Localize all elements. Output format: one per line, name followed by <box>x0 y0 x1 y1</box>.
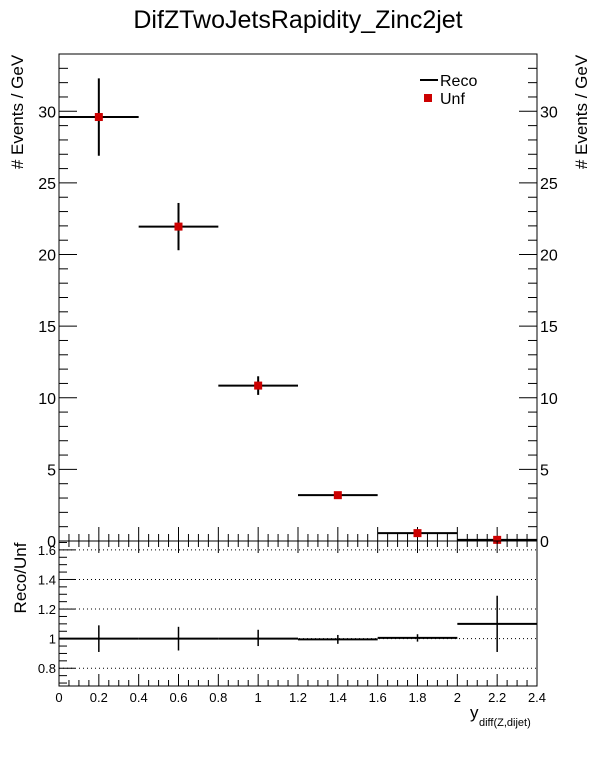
legend-background <box>416 66 490 110</box>
unf-marker <box>333 491 342 500</box>
unf-marker <box>174 222 183 231</box>
unf-marker <box>413 529 422 538</box>
y-tick-label: 20 <box>38 248 56 265</box>
x-tick-label: 0.6 <box>169 690 187 705</box>
ratio-y-tick-label: 1.4 <box>38 572 56 587</box>
x-tick-label: 1.8 <box>408 690 426 705</box>
top-points <box>59 78 537 544</box>
y-tick-label-right: 25 <box>540 176 558 193</box>
x-axis-label-subscript: diff(Z,dijet) <box>479 717 531 729</box>
ratio-y-tick-label: 1.6 <box>38 543 56 558</box>
x-tick-label: 1.2 <box>289 690 307 705</box>
ratio-y-axis-label: Reco/Unf <box>11 542 30 613</box>
x-axis-label: y <box>470 703 479 722</box>
ratio-y-tick-label: 1 <box>49 632 56 647</box>
y-tick-label: 5 <box>47 462 56 479</box>
x-tick-label: 0.8 <box>209 690 227 705</box>
y-axis-label-right: # Events / GeV <box>572 54 591 169</box>
x-tick-label: 2.4 <box>528 690 546 705</box>
y-tick-label: 10 <box>38 391 56 408</box>
y-tick-label: 25 <box>38 176 56 193</box>
x-tick-label: 0 <box>55 690 62 705</box>
x-tick-label: 0.4 <box>130 690 148 705</box>
ratio-y-tick-label: 0.8 <box>38 661 56 676</box>
top-ticks: 0 0 5 5 10 10 15 15 20 20 25 25 30 30 <box>38 53 558 551</box>
x-tick-label: 1.4 <box>329 690 347 705</box>
chart-title: DifZTwoJetsRapidity_Zinc2jet <box>133 6 462 34</box>
x-tick-label: 0.2 <box>90 690 108 705</box>
unf-marker <box>254 381 263 390</box>
y-tick-label-right: 15 <box>540 319 558 336</box>
legend-label-reco: Reco <box>440 73 477 90</box>
legend-marker-unf <box>424 94 432 102</box>
legend: Reco Unf <box>416 66 490 110</box>
y-axis-label-left: # Events / GeV <box>8 54 27 169</box>
x-tick-label: 2 <box>454 690 461 705</box>
unf-marker <box>493 535 502 544</box>
y-tick-label-right: 10 <box>540 391 558 408</box>
bottom-panel: 0.8 1 1.2 1.4 1.6 0 0.2 0.4 0.6 0.8 1 1.2 1.4 1.6 1.8 2… <box>11 540 546 729</box>
x-tick-label: 1.6 <box>369 690 387 705</box>
y-tick-label-right: 30 <box>540 104 558 121</box>
x-tick-label: 2.2 <box>488 690 506 705</box>
y-tick-label: 30 <box>38 104 56 121</box>
x-tick-label: 1 <box>255 690 262 705</box>
legend-label-unf: Unf <box>440 91 465 108</box>
y-tick-label: 15 <box>38 319 56 336</box>
y-tick-label-right: 20 <box>540 248 558 265</box>
ratio-y-tick-label: 1.2 <box>38 602 56 617</box>
y-tick-label: 0 <box>47 534 56 551</box>
bottom-ticks: 0.8 1 1.2 1.4 1.6 0 0.2 0.4 0.6 0.8 1 1.2 1.4 1.6 1.8 2… <box>38 541 546 705</box>
y-tick-label-right: 5 <box>540 462 549 479</box>
unf-marker <box>94 113 103 122</box>
y-tick-label-right: 0 <box>540 534 549 551</box>
bottom-points <box>59 595 537 652</box>
